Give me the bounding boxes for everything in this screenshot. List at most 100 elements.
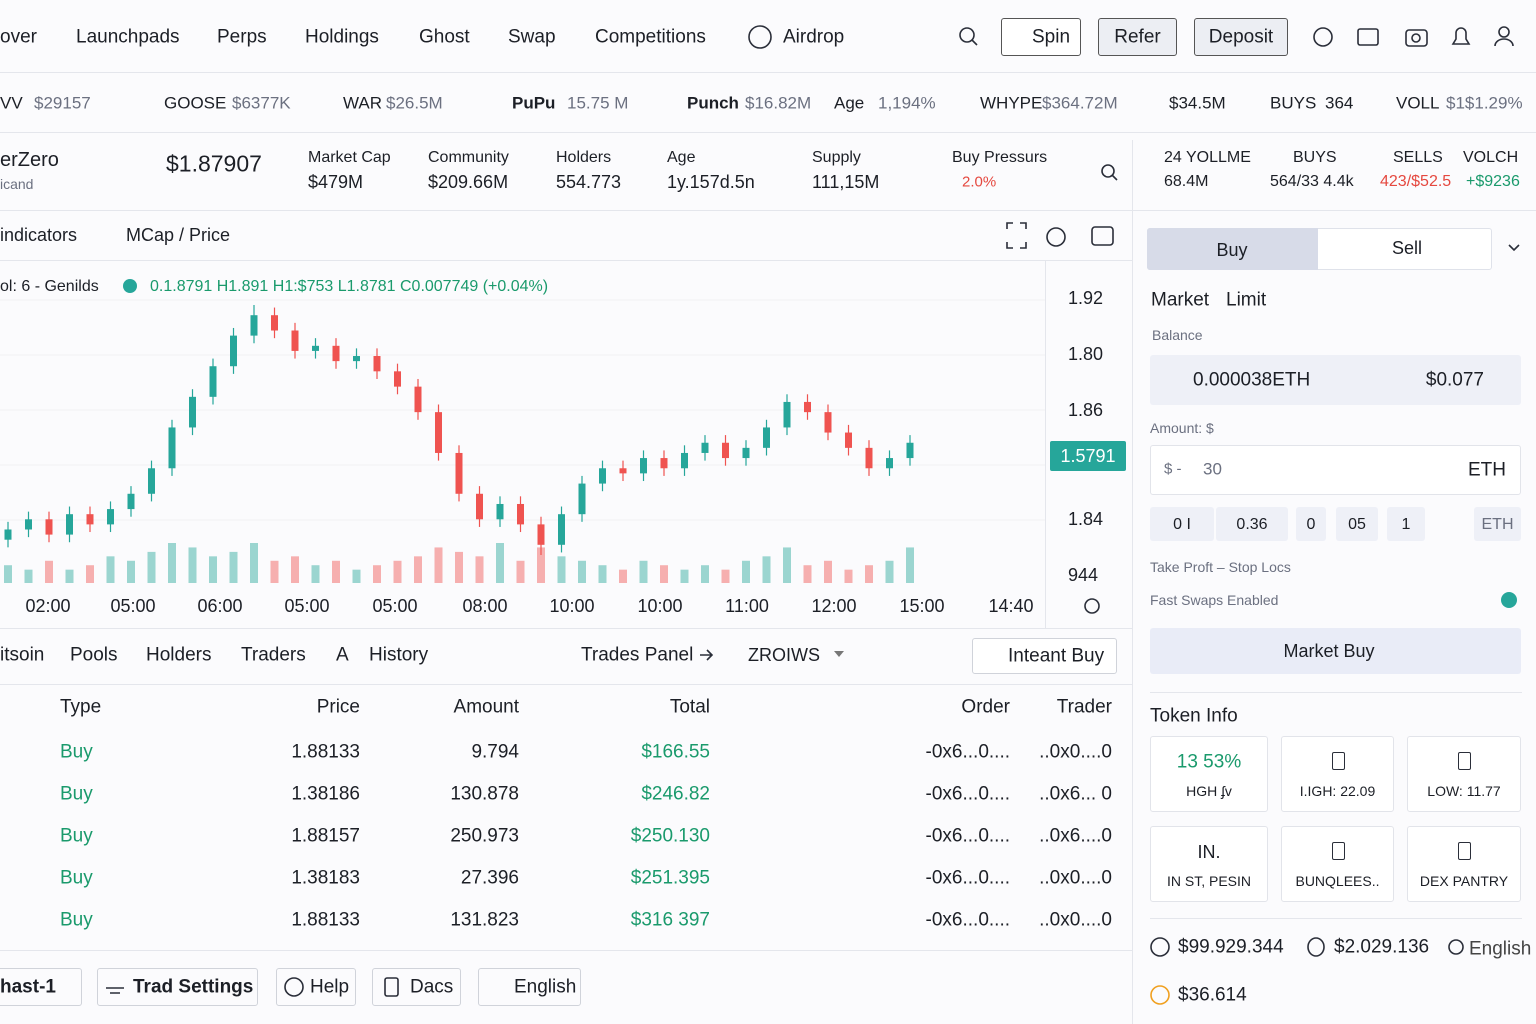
globe-icon[interactable] <box>1313 27 1333 47</box>
preset-label[interactable]: 05 <box>1348 516 1366 533</box>
submit-button[interactable] <box>1150 628 1521 674</box>
preset-button[interactable] <box>1387 507 1425 541</box>
layout-icon[interactable] <box>1091 226 1114 246</box>
search-icon[interactable] <box>1101 164 1115 178</box>
preset-button[interactable] <box>1336 507 1378 541</box>
camera-icon[interactable] <box>1405 29 1428 47</box>
preset-button[interactable] <box>1474 507 1521 541</box>
candle-body <box>127 493 135 510</box>
preset-label[interactable]: 0.36 <box>1236 516 1268 533</box>
preset-button[interactable] <box>1150 507 1214 541</box>
info-card-label: I.IGH: 22.09 <box>1299 783 1376 799</box>
globe-icon <box>1448 939 1464 955</box>
nav-button-label[interactable]: Deposit <box>1208 26 1274 48</box>
volume-bar <box>844 569 853 583</box>
stat-label: 24 YOLLME <box>1164 149 1251 166</box>
side-tab[interactable]: Sell <box>1391 238 1423 258</box>
volume-bar <box>742 560 750 583</box>
tab[interactable]: A <box>336 644 349 666</box>
nav-link[interactable]: Ghost <box>419 26 470 48</box>
settings-icon[interactable] <box>1084 598 1100 614</box>
nav-button[interactable] <box>1098 18 1177 56</box>
stat-label: Market Cap <box>308 149 391 166</box>
table-cell: $246.82 <box>641 783 710 805</box>
side-tab[interactable]: Buy <box>1216 240 1248 260</box>
tab[interactable]: Traders <box>241 644 306 666</box>
toggle[interactable] <box>1501 592 1517 608</box>
instant-buy-label[interactable]: Inteant Buy <box>1008 645 1105 667</box>
preset-label[interactable]: 1 <box>1401 516 1411 533</box>
nav-link[interactable]: Holdings <box>305 26 379 48</box>
footer-tab[interactable]: hast-1 <box>0 976 56 998</box>
volume-bar <box>86 565 94 583</box>
volume-bar <box>537 547 545 583</box>
nav-button[interactable] <box>1194 18 1288 56</box>
volume-bar <box>311 565 320 583</box>
tab[interactable]: History <box>369 644 429 666</box>
submit-label[interactable]: Market Buy <box>1283 641 1375 661</box>
nav-link[interactable]: Perps <box>217 26 267 48</box>
nav-link[interactable]: Competitions <box>595 26 706 48</box>
footer-button-label[interactable]: Dacs <box>410 976 454 998</box>
currency-icon[interactable] <box>1357 28 1379 46</box>
nav-link[interactable]: Airdrop <box>783 26 845 48</box>
preset-button[interactable] <box>1296 507 1326 541</box>
candle-body <box>578 483 586 515</box>
table-header: Price <box>316 696 360 718</box>
toolbar-button[interactable]: MCap / Price <box>126 225 231 245</box>
search-icon[interactable] <box>959 27 975 43</box>
footer-button[interactable] <box>372 968 461 1006</box>
volume-bar <box>721 569 730 583</box>
footer-button[interactable] <box>97 968 258 1006</box>
nav-button-label[interactable]: Spin <box>1031 26 1071 48</box>
preset-button[interactable] <box>1216 507 1288 541</box>
bell-icon[interactable] <box>1451 27 1471 45</box>
divider <box>1045 260 1046 628</box>
table-cell: ..0x0....0 <box>1039 741 1112 763</box>
amount-value[interactable]: 30 <box>1203 459 1222 479</box>
side-buy[interactable] <box>1147 228 1318 270</box>
pair-select[interactable]: ZROIWS <box>748 645 820 665</box>
caret-icon[interactable] <box>834 651 844 657</box>
footer-button-label[interactable]: Trad Settings <box>133 976 254 998</box>
caret-icon[interactable] <box>1508 244 1520 252</box>
tab[interactable]: Holders <box>146 644 212 666</box>
preset-label[interactable]: ETH <box>1481 516 1514 533</box>
nav-link[interactable]: Launchpads <box>76 26 180 48</box>
mode-tab[interactable]: Market <box>1151 289 1210 311</box>
footer-button[interactable] <box>478 968 581 1006</box>
preset-label[interactable]: 0 I <box>1173 516 1191 533</box>
table-cell: -0x6...0.... <box>925 909 1010 931</box>
user-icon[interactable] <box>1498 26 1510 38</box>
nav-link[interactable]: Swap <box>508 26 556 48</box>
amount-input[interactable] <box>1150 445 1521 495</box>
balance-usd: $0.077 <box>1425 369 1484 391</box>
candle-body <box>476 493 483 520</box>
table-cell: -0x6...0.... <box>925 825 1010 847</box>
tab[interactable]: Trades Panel <box>581 644 694 666</box>
volume-bar <box>188 547 197 583</box>
ticker-value: $34.5M <box>1169 93 1226 113</box>
footer-button[interactable] <box>276 968 356 1006</box>
footer-tab-box[interactable] <box>0 968 82 1006</box>
nav-link[interactable]: over <box>0 26 37 48</box>
nav-button-label[interactable]: Refer <box>1114 26 1161 48</box>
time-label: 11:00 <box>725 596 769 616</box>
ticker-name: WHYPE <box>980 93 1043 113</box>
time-label: 15:00 <box>899 596 945 616</box>
mode-tab[interactable]: Limit <box>1226 289 1267 311</box>
fullscreen-icon[interactable] <box>1006 222 1027 249</box>
tab[interactable]: Pools <box>70 644 118 666</box>
table-cell: Buy <box>60 867 93 889</box>
toolbar-button[interactable]: indicators <box>0 225 78 245</box>
tab[interactable]: itsoin <box>0 644 45 666</box>
nav-button[interactable] <box>1001 18 1081 56</box>
preset-label[interactable]: 0 <box>1306 516 1316 533</box>
clock-icon[interactable] <box>1046 227 1066 247</box>
instant-buy-button[interactable] <box>972 638 1117 674</box>
candle-body <box>763 427 770 448</box>
footer-button-label[interactable]: Help <box>310 976 350 998</box>
footer-button-label[interactable]: English <box>514 976 577 998</box>
table-cell: 1.38183 <box>291 867 360 889</box>
candle-body <box>148 468 155 494</box>
